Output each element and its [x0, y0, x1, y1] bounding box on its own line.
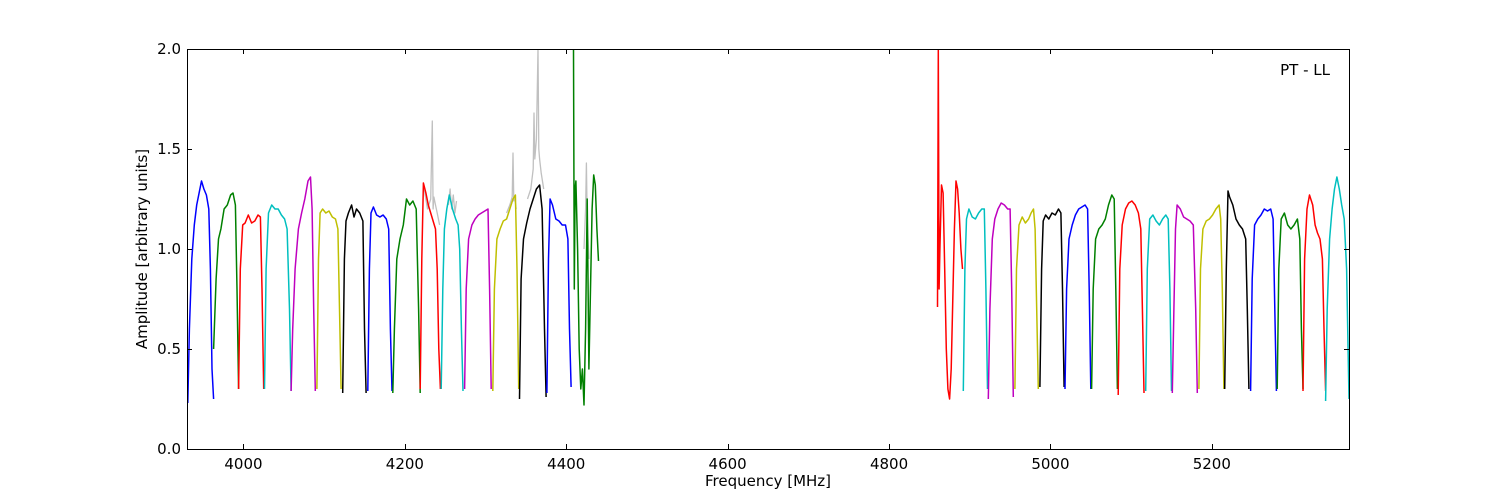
series-line-blue-26 [1064, 204, 1092, 390]
series-line-black-17 [518, 184, 547, 400]
x-axis-ticks: 4000 4200 4400 4600 4800 5000 5200 [224, 49, 1231, 473]
plot-annotation: PT - LL [1280, 61, 1331, 79]
y-axis-title: Amplitude [arbitrary units] [133, 149, 151, 349]
y-tick-label: 1.0 [157, 240, 181, 258]
series-line-cyan-12 [440, 194, 464, 392]
series-line-blue-7 [367, 206, 393, 392]
series-line-red-2 [237, 214, 265, 390]
series-line-black-25 [1039, 208, 1065, 388]
plot-background [187, 49, 1349, 449]
x-tick-label: 4200 [386, 455, 424, 473]
series-line-gray-11 [447, 188, 458, 214]
series-line-blue-18 [546, 198, 572, 394]
y-tick-label: 0.5 [157, 340, 181, 358]
x-tick-label: 4400 [547, 455, 585, 473]
series-line-olive-5 [316, 208, 342, 390]
series-line-red-28 [1117, 200, 1145, 396]
series-line-green-34 [1276, 212, 1304, 390]
x-axis-title: Frequency [MHz] [705, 472, 831, 490]
series-line-red-10 [419, 182, 442, 390]
series-line-magenta-23 [987, 202, 1015, 400]
series-line-gray-16 [526, 49, 545, 200]
series-line-green-8 [392, 198, 421, 394]
series-line-cyan-29 [1144, 214, 1173, 392]
series-line-olive-24 [1014, 208, 1040, 390]
y-axis-ticks: 0.0 0.5 1.0 1.5 2.0 [157, 40, 1349, 458]
series-line-black-32 [1223, 190, 1250, 390]
series-line-olive-31 [1198, 204, 1225, 390]
series-line-red-35 [1302, 194, 1327, 392]
series-line-magenta-4 [290, 176, 317, 392]
series-line-magenta-13 [463, 208, 492, 390]
x-tick-label: 5200 [1193, 455, 1231, 473]
series-line-olive-15 [492, 194, 520, 392]
series-line-cyan-3 [263, 204, 292, 392]
series-line-black-6 [341, 204, 367, 394]
series-line-red-21 [936, 49, 964, 400]
series-line-magenta-30 [1171, 204, 1199, 394]
series-line-cyan-36 [1324, 176, 1349, 402]
series-line-cyan-22 [962, 208, 989, 392]
x-tick-label: 4600 [709, 455, 747, 473]
y-tick-label: 1.5 [157, 140, 181, 158]
y-tick-label: 2.0 [157, 40, 181, 58]
series-line-green-20 [572, 49, 600, 406]
series-line-green-1 [212, 192, 240, 390]
x-tick-label: 4800 [870, 455, 908, 473]
x-tick-label: 5000 [1031, 455, 1069, 473]
series-line-green-27 [1090, 194, 1119, 390]
series-line-blue-33 [1249, 208, 1278, 392]
series-line-blue-0 [187, 180, 215, 404]
series-layer [187, 49, 1349, 406]
y-tick-label: 0.0 [157, 440, 181, 458]
x-tick-label: 4000 [224, 455, 262, 473]
